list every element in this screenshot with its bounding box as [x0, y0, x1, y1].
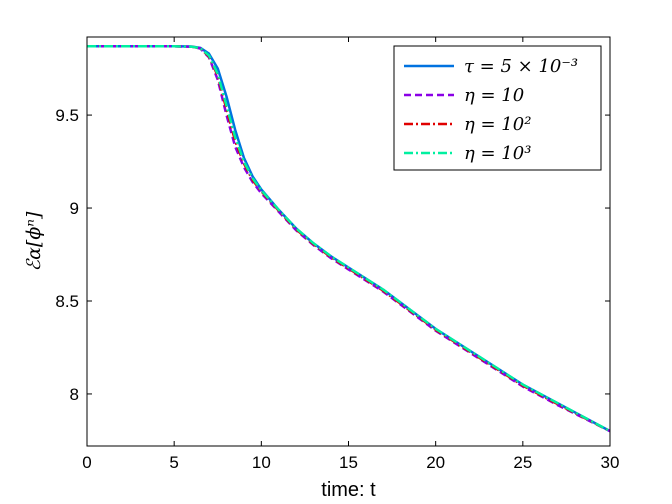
y-tick-label: 9.5: [55, 106, 79, 125]
x-tick-label: 10: [252, 453, 271, 472]
x-tick-label: 30: [601, 453, 620, 472]
legend: τ = 5 × 10⁻³ η = 10 η = 10² η = 10³: [393, 45, 602, 171]
y-tick-label: 8.5: [55, 292, 79, 311]
y-axis-label: ℰα[ϕⁿ]: [23, 211, 45, 271]
legend-label-3: η = 10²: [464, 114, 531, 135]
legend-label-2: η = 10: [464, 85, 524, 106]
x-tick-label: 0: [82, 453, 91, 472]
y-tick-label: 9: [70, 199, 79, 218]
ticks-layer: 0 5 10 15 20 25 30 8 8.5 9 9.5: [55, 37, 619, 472]
x-tick-label: 20: [426, 453, 445, 472]
x-axis-label: time: t: [321, 479, 376, 501]
x-tick-label: 25: [513, 453, 532, 472]
x-tick-label: 5: [169, 453, 178, 472]
y-tick-label: 8: [70, 385, 79, 404]
series-layer: [87, 45, 611, 433]
x-tick-label: 15: [339, 453, 358, 472]
legend-label-1: τ = 5 × 10⁻³: [464, 56, 578, 77]
series-line-4: [87, 45, 611, 433]
series-line-1: [87, 45, 611, 433]
legend-label-4: η = 10³: [464, 143, 531, 164]
